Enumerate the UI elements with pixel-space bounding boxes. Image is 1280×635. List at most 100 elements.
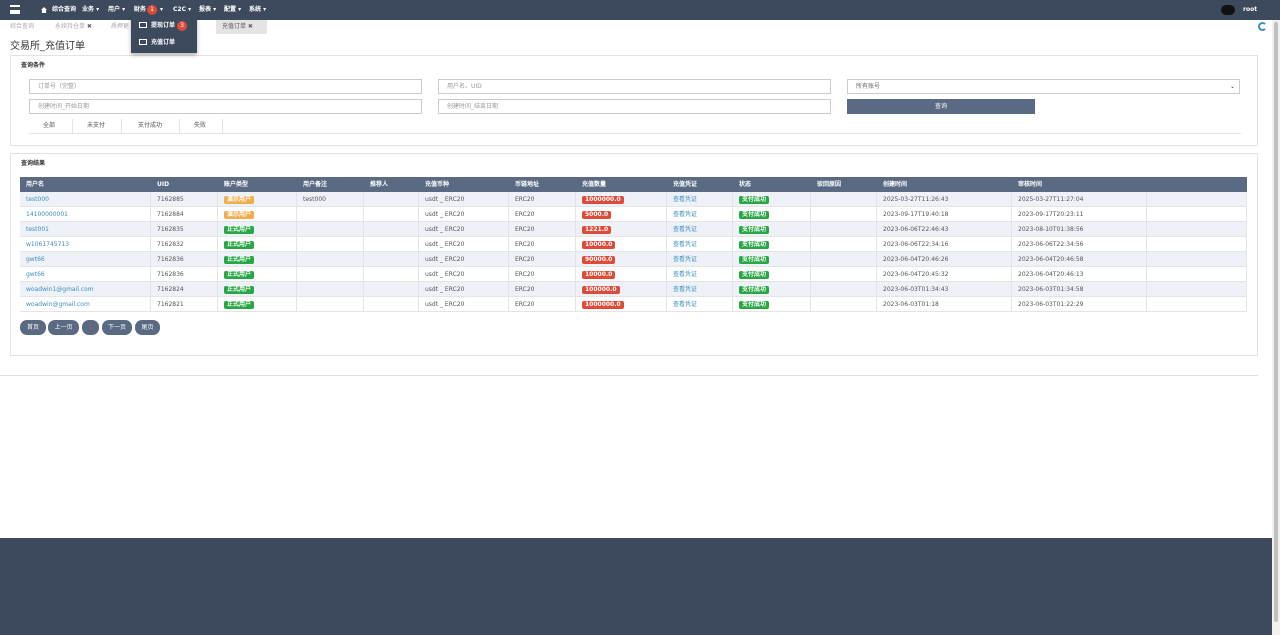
proof-link[interactable]: 查看凭证 — [673, 271, 698, 278]
status-tab[interactable]: 未支付 — [87, 122, 106, 129]
proof-link[interactable]: 查看凭证 — [673, 226, 698, 233]
table-cell: usdt _ ERC20 — [419, 237, 509, 252]
page-tab[interactable]: 综合查询 — [10, 23, 35, 30]
proof-link[interactable]: 查看凭证 — [673, 211, 698, 218]
table-cell: usdt _ ERC20 — [419, 207, 509, 222]
user-link[interactable]: w1061745713 — [26, 241, 70, 248]
pagination-button[interactable]: 下一页 — [102, 320, 132, 335]
tab-close[interactable]: ✖ — [85, 23, 92, 30]
user-link[interactable]: gwt66 — [26, 271, 45, 278]
table-cell — [297, 252, 364, 267]
table-cell: 7162836 — [151, 267, 218, 282]
account-type-badge: 演示用户 — [224, 196, 255, 204]
user-menu[interactable]: root — [1243, 6, 1258, 13]
table-cell — [1147, 222, 1247, 237]
dropdown-item[interactable]: 提现订单 — [151, 22, 176, 29]
nav-item[interactable]: 配置 ▾ — [224, 6, 242, 13]
column-header: 用户备注 — [303, 181, 328, 188]
tab-separator — [179, 119, 180, 133]
table-row: woadwin@gmail.com 7162821 正式用户 usdt _ ERC20… — [20, 297, 1247, 312]
table-cell: 2023-06-06T22:34:56 — [1012, 237, 1147, 252]
amount-badge: 10000.0 — [582, 271, 616, 279]
table-cell: 查看凭证 — [667, 237, 733, 252]
table-cell: ERC20 — [509, 282, 576, 297]
proof-link[interactable]: 查看凭证 — [673, 286, 698, 293]
proof-link[interactable]: 查看凭证 — [673, 196, 698, 203]
tab-close[interactable]: ✖ — [246, 23, 253, 30]
page-tab[interactable]: 充值订单 ✖ — [222, 23, 253, 30]
caret: ▾ — [120, 6, 126, 13]
user-link[interactable]: test001 — [26, 226, 49, 233]
proof-link[interactable]: 查看凭证 — [673, 256, 698, 263]
user-link[interactable]: test000 — [26, 196, 49, 203]
user-link[interactable]: woadwin@gmail.com — [26, 301, 90, 308]
pagination-button[interactable]: 尾页 — [135, 320, 160, 335]
query-button[interactable]: 查询 — [847, 99, 1035, 114]
table-cell: 2025-03-27T11:27:04 — [1012, 192, 1147, 207]
dropdown-item[interactable]: 充值订单 — [151, 39, 176, 46]
menu-toggle[interactable] — [10, 5, 20, 14]
amount-badge: 10000.0 — [582, 241, 616, 249]
pagination-button[interactable]: 1 — [82, 320, 99, 335]
status-tab[interactable]: 失败 — [194, 122, 207, 129]
table-cell: 2023-06-04T20:45:32 — [877, 267, 1012, 282]
table-cell: 7162821 — [151, 297, 218, 312]
order-input[interactable]: 订单号（完整） — [29, 79, 422, 94]
table-cell — [811, 267, 877, 282]
status-tab[interactable]: 支付成功 — [138, 122, 163, 129]
table-cell: 1221.0 — [576, 222, 667, 237]
table-cell: test000 — [20, 192, 151, 207]
active-tab-bg — [216, 20, 267, 34]
account-type-badge: 正式用户 — [224, 226, 255, 234]
nav-item[interactable]: 报表 ▾ — [199, 6, 217, 13]
cell-text: 2023-06-03T01:18 — [883, 301, 939, 308]
proof-link[interactable]: 查看凭证 — [673, 241, 698, 248]
amount-badge: 1000000.0 — [582, 196, 624, 204]
account-type-badge: 正式用户 — [224, 241, 255, 249]
chat-icon[interactable] — [1221, 5, 1235, 15]
table-cell: 查看凭证 — [667, 282, 733, 297]
column-header: 审核时间 — [1018, 181, 1043, 188]
table-cell: w1061745713 — [20, 237, 151, 252]
user-link[interactable]: woadwin1@gmail.com — [26, 286, 94, 293]
table-cell — [1147, 282, 1247, 297]
user-link[interactable]: gwt66 — [26, 256, 45, 263]
cell-text: 2023-06-03T01:22:29 — [1018, 301, 1084, 308]
cell-text: 2023-06-04T20:45:32 — [883, 271, 949, 278]
account-type-badge: 正式用户 — [224, 256, 255, 264]
table-cell: 2023-06-03T01:22:29 — [1012, 297, 1147, 312]
table-cell — [811, 192, 877, 207]
user-input[interactable]: 用户名、UID — [438, 79, 831, 94]
proof-link[interactable]: 查看凭证 — [673, 301, 698, 308]
table-cell: test000 — [297, 192, 364, 207]
nav-item[interactable]: 业务 ▾ — [82, 6, 100, 13]
table-cell: 查看凭证 — [667, 192, 733, 207]
refresh-icon[interactable] — [1258, 22, 1267, 31]
table-row: 14100000001 7162884 演示用户 usdt _ ERC20 ERC20 5… — [20, 207, 1247, 222]
nav-item[interactable]: 综合查询 — [52, 6, 77, 13]
nav-caret: ▾ — [160, 6, 164, 13]
pagination-button[interactable]: 首页 — [20, 320, 46, 335]
table-cell: 7162824 — [151, 282, 218, 297]
table-cell: 演示用户 — [218, 207, 297, 222]
table-cell: 2023-09-17T20:23:11 — [1012, 207, 1147, 222]
table-cell — [364, 297, 419, 312]
end-date-input[interactable]: 创建时间_结束日期 — [438, 99, 831, 114]
start-date-input[interactable]: 创建时间_开始日期 — [29, 99, 422, 114]
nav-item[interactable]: 系统 ▾ — [249, 6, 267, 13]
pagination-button[interactable]: 上一页 — [48, 320, 79, 335]
cell-text: ERC20 — [515, 226, 535, 233]
status-tab[interactable]: 全部 — [43, 122, 56, 129]
table-cell: 支付成功 — [733, 252, 811, 267]
table-cell — [364, 237, 419, 252]
page-tab[interactable]: 永续持仓单 ✖ — [55, 23, 92, 30]
table-cell: 支付成功 — [733, 297, 811, 312]
nav-item[interactable]: 用户 ▾ — [108, 6, 126, 13]
table-cell — [364, 267, 419, 282]
cell-text: 2023-06-03T01:34:58 — [1018, 286, 1084, 293]
user-link[interactable]: 14100000001 — [26, 211, 68, 218]
nav-item[interactable]: C2C ▾ — [173, 6, 192, 13]
table-cell: 支付成功 — [733, 207, 811, 222]
table-cell: usdt _ ERC20 — [419, 192, 509, 207]
account-select[interactable]: 所有账号 ⌄ — [847, 79, 1240, 94]
